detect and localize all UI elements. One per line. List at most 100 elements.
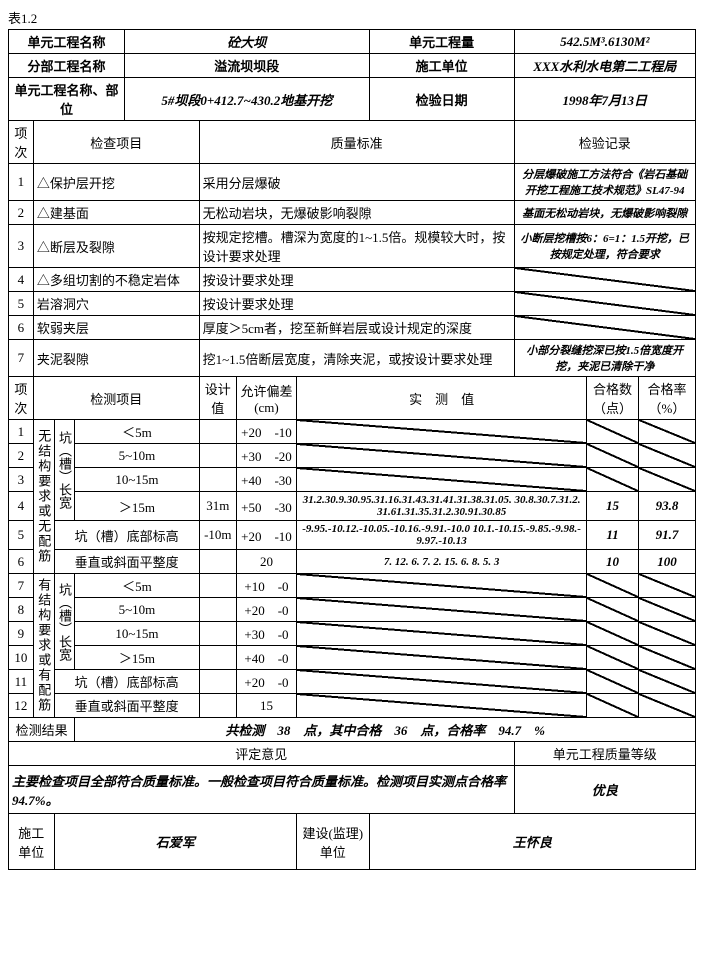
- val-unitqty: 542.5M³.6130M²: [514, 30, 695, 54]
- m4t: +50 -30: [236, 492, 296, 521]
- m7n: 7: [9, 574, 34, 598]
- m9n: 9: [9, 622, 34, 646]
- m4qr: 93.8: [638, 492, 695, 521]
- m10d: [199, 646, 236, 670]
- m9i: 10~15m: [75, 622, 199, 646]
- m2d: [199, 444, 236, 468]
- r4r: [514, 268, 695, 292]
- r6n: 6: [9, 316, 34, 340]
- m6m: 7. 12. 6. 7. 2. 15. 6. 8. 5. 3: [297, 550, 587, 574]
- r2n: 2: [9, 201, 34, 225]
- m10m: [297, 646, 587, 670]
- lbl-unitpart: 单元工程名称、部位: [9, 78, 125, 121]
- lbl-unitqty: 单元工程量: [369, 30, 514, 54]
- m7qr: [638, 574, 695, 598]
- r7s: 挖1~1.5倍断层宽度，清除夹泥，或按设计要求处理: [199, 340, 514, 377]
- r7n: 7: [9, 340, 34, 377]
- sig-const: 石爱军: [54, 814, 296, 870]
- table-caption: 表1.2: [8, 8, 696, 27]
- sig-sup-lbl: 建设(监理)单位: [297, 814, 370, 870]
- val-unitproj: 砼大坝: [125, 30, 370, 54]
- grpA: 无结构要求或无配筋: [33, 420, 54, 574]
- m11i: 坑（槽）底部标高: [54, 670, 199, 694]
- th-rec: 检验记录: [514, 121, 695, 164]
- m8d: [199, 598, 236, 622]
- op-lbl: 评定意见: [9, 742, 515, 766]
- r4i: △多组切割的不稳定岩体: [33, 268, 199, 292]
- m10qr: [638, 646, 695, 670]
- th2-item: 检测项目: [33, 377, 199, 420]
- r3i: △断层及裂隙: [33, 225, 199, 268]
- m4d: 31m: [199, 492, 236, 521]
- m6d: [199, 550, 236, 574]
- m4n: 4: [9, 492, 34, 521]
- m3d: [199, 468, 236, 492]
- m6n: 6: [9, 550, 34, 574]
- r1s: 采用分层爆破: [199, 164, 514, 201]
- sig-const-lbl: 施工单位: [9, 814, 55, 870]
- inspection-table: 单元工程名称 砼大坝 单元工程量 542.5M³.6130M² 分部工程名称 溢…: [8, 29, 696, 870]
- m7d: [199, 574, 236, 598]
- grpB: 有结构要求或有配筋: [33, 574, 54, 718]
- m1m: [297, 420, 587, 444]
- m3m: [297, 468, 587, 492]
- m5qr: 91.7: [638, 521, 695, 550]
- op-txt: 主要检查项目全部符合质量标准。一般检查项目符合质量标准。检测项目实测点合格率94…: [9, 766, 515, 814]
- r5r: [514, 292, 695, 316]
- m5d: -10m: [199, 521, 236, 550]
- th2-meas: 实 测 值: [297, 377, 587, 420]
- m10n: 10: [9, 646, 34, 670]
- m11t: +20 -0: [236, 670, 296, 694]
- val-constunit: XXX水利水电第二工程局: [514, 54, 695, 78]
- m11qn: [587, 670, 639, 694]
- r7i: 夹泥裂隙: [33, 340, 199, 377]
- m1t: +20 -10: [236, 420, 296, 444]
- m6i: 垂直或斜面平整度: [54, 550, 199, 574]
- m3n: 3: [9, 468, 34, 492]
- m1n: 1: [9, 420, 34, 444]
- m7qn: [587, 574, 639, 598]
- res-txt: 共检测 38 点，其中合格 36 点，合格率 94.7 %: [75, 718, 696, 742]
- m11m: [297, 670, 587, 694]
- lbl-constunit: 施工单位: [369, 54, 514, 78]
- r1n: 1: [9, 164, 34, 201]
- m2i: 5~10m: [75, 444, 199, 468]
- r6r: [514, 316, 695, 340]
- th-std: 质量标准: [199, 121, 514, 164]
- m11n: 11: [9, 670, 34, 694]
- m6qr: 100: [638, 550, 695, 574]
- r2r: 基面无松动岩块，无爆破影响裂隙: [514, 201, 695, 225]
- th-seq: 项次: [9, 121, 34, 164]
- m6t: 20: [236, 550, 296, 574]
- th2-qr: 合格率（%）: [638, 377, 695, 420]
- m4qn: 15: [587, 492, 639, 521]
- m12qr: [638, 694, 695, 718]
- th2-qn: 合格数（点）: [587, 377, 639, 420]
- m7i: ＜5m: [75, 574, 199, 598]
- grade-lbl: 单元工程质量等级: [514, 742, 695, 766]
- m10t: +40 -0: [236, 646, 296, 670]
- r1i: △保护层开挖: [33, 164, 199, 201]
- m5t: +20 -10: [236, 521, 296, 550]
- r5s: 按设计要求处理: [199, 292, 514, 316]
- m10qn: [587, 646, 639, 670]
- th2-dv: 设计值: [199, 377, 236, 420]
- subA: 坑（槽）长宽: [54, 420, 75, 521]
- m8t: +20 -0: [236, 598, 296, 622]
- m12i: 垂直或斜面平整度: [54, 694, 199, 718]
- val-subproj: 溢流坝坝段: [125, 54, 370, 78]
- m8m: [297, 598, 587, 622]
- m1d: [199, 420, 236, 444]
- m8n: 8: [9, 598, 34, 622]
- r3s: 按规定挖槽。槽深为宽度的1~1.5倍。规模较大时，按设计要求处理: [199, 225, 514, 268]
- sig-sup: 王怀良: [369, 814, 695, 870]
- m12n: 12: [9, 694, 34, 718]
- m12t: 15: [236, 694, 296, 718]
- m5n: 5: [9, 521, 34, 550]
- lbl-inspdate: 检验日期: [369, 78, 514, 121]
- m8qn: [587, 598, 639, 622]
- r3n: 3: [9, 225, 34, 268]
- m6qn: 10: [587, 550, 639, 574]
- r2s: 无松动岩块，无爆破影响裂隙: [199, 201, 514, 225]
- r3r: 小断层挖槽按6：6=1：1.5开挖，已按规定处理，符合要求: [514, 225, 695, 268]
